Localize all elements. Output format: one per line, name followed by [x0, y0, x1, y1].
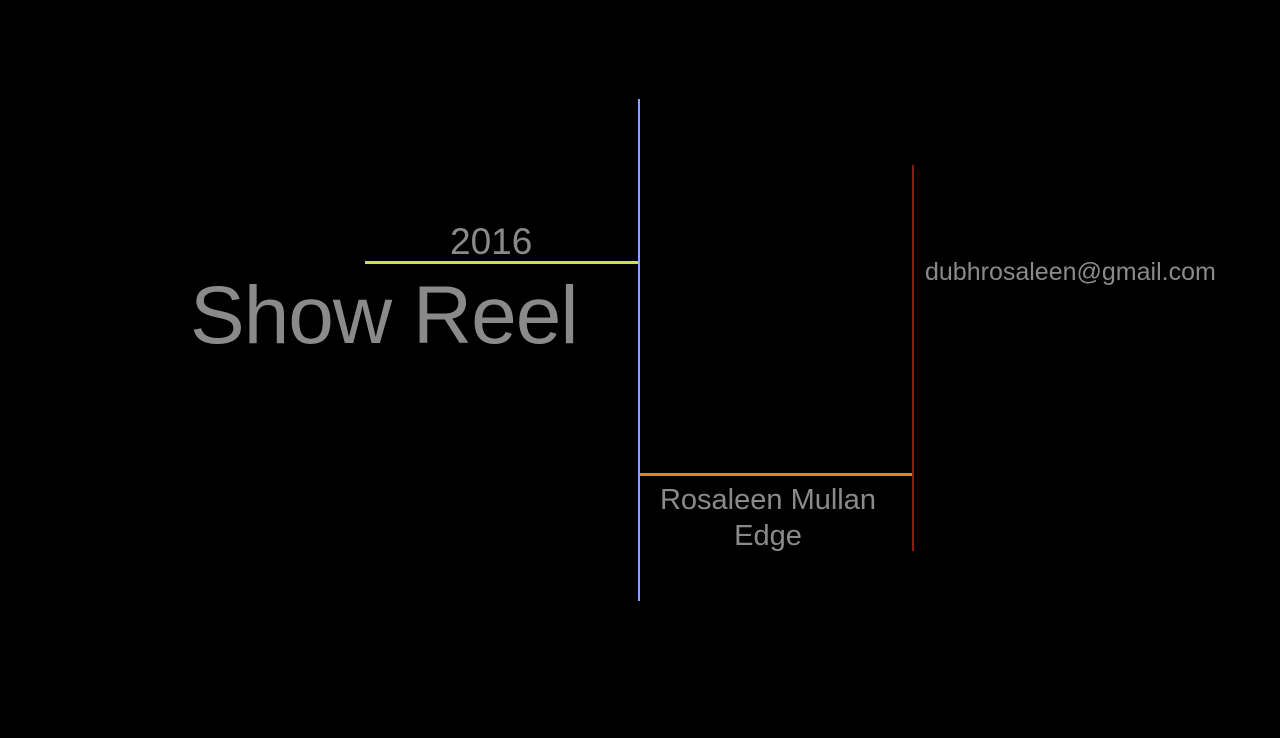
- orange-divider-line: [640, 473, 913, 476]
- show-reel-title: Show Reel: [190, 270, 579, 361]
- year-label: 2016: [450, 221, 533, 262]
- yellow-divider-line: [365, 261, 638, 264]
- blue-vertical-line: [638, 99, 640, 601]
- author-name-line-2: Edge: [734, 520, 802, 552]
- email-address: dubhrosaleen@gmail.com: [925, 258, 1216, 286]
- red-vertical-line: [912, 165, 914, 551]
- author-name: Rosaleen Mullan Edge: [641, 482, 895, 554]
- author-name-line-1: Rosaleen Mullan: [659, 484, 876, 516]
